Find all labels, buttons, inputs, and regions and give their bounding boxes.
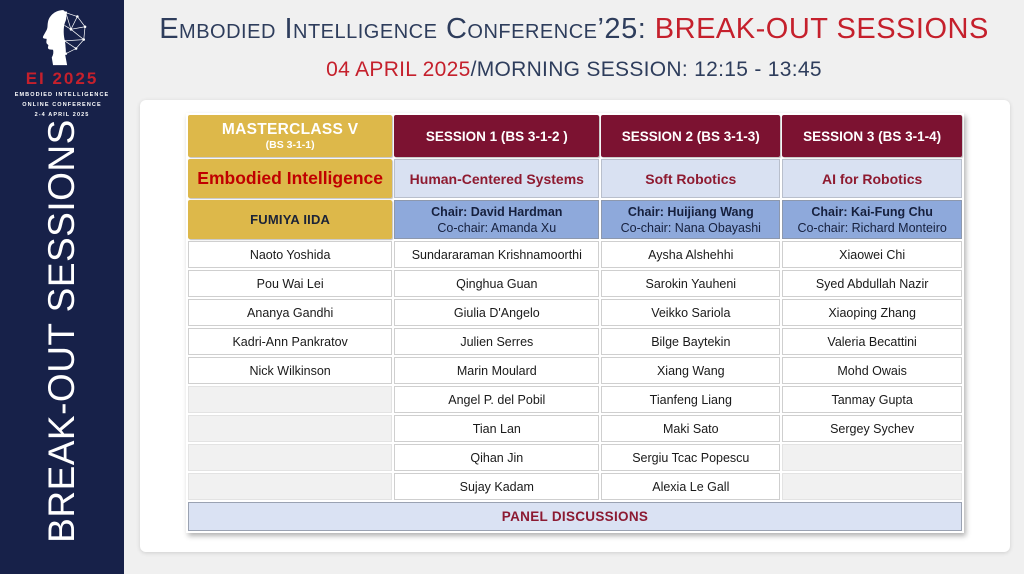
session1-header-cell: SESSION 1 (BS 3-1-2 ) xyxy=(394,115,600,157)
participant-name: Tanmay Gupta xyxy=(782,386,962,413)
participant-row: Ananya Gandhi Giulia D'Angelo Veikko Sario… xyxy=(188,299,962,326)
participant-name: Qihan Jin xyxy=(394,444,600,471)
participant-name: Maki Sato xyxy=(601,415,781,442)
empty-cell xyxy=(782,444,962,471)
logo-title: EI 2025 xyxy=(25,69,99,88)
sidebar: EI 2025 EMBODIED INTELLIGENCE ONLINE CON… xyxy=(0,0,124,574)
session1-chair: Chair: David Hardman xyxy=(431,204,563,219)
session1-cochair: Co-chair: Amanda Xu xyxy=(437,220,557,235)
sidebar-vertical-title-wrap: BREAK-OUT SESSIONS xyxy=(0,0,124,574)
participant-name: Sergey Sychev xyxy=(782,415,962,442)
participant-name: Angel P. del Pobil xyxy=(394,386,600,413)
participant-name: Sundararaman Krishnamoorthi xyxy=(394,241,600,268)
page-title: Embodied Intelligence Conference’25: BRE… xyxy=(124,13,1024,46)
participant-row: Qihan Jin Sergiu Tcac Popescu xyxy=(188,444,962,471)
sessions-table: MASTERCLASS V (BS 3-1-1) SESSION 1 (BS 3… xyxy=(186,113,964,533)
masterclass-title: MASTERCLASS V xyxy=(221,121,359,138)
logo-subtitle-line2: ONLINE CONFERENCE xyxy=(22,102,102,108)
session1-chairs: Chair: David Hardman Co-chair: Amanda Xu xyxy=(394,200,600,239)
conference-logo: EI 2025 EMBODIED INTELLIGENCE ONLINE CON… xyxy=(0,6,124,119)
header-row: MASTERCLASS V (BS 3-1-1) SESSION 1 (BS 3… xyxy=(188,115,962,157)
masterclass-header-cell: MASTERCLASS V (BS 3-1-1) xyxy=(188,115,393,157)
empty-cell xyxy=(188,415,393,442)
participant-name: Valeria Becattini xyxy=(782,328,962,355)
participant-name: Alexia Le Gall xyxy=(601,473,781,500)
participant-row: Naoto Yoshida Sundararaman Krishnamoorthi… xyxy=(188,241,962,268)
participant-name: Xiaowei Chi xyxy=(782,241,962,268)
sessions-table-wrap: MASTERCLASS V (BS 3-1-1) SESSION 1 (BS 3… xyxy=(186,113,964,533)
participant-name: Bilge Baytekin xyxy=(601,328,781,355)
empty-cell xyxy=(188,473,393,500)
slide-main-area: Embodied Intelligence Conference’25: BRE… xyxy=(124,0,1024,574)
participant-name: Xiaoping Zhang xyxy=(782,299,962,326)
head-network-icon xyxy=(42,10,87,66)
page-title-main: Embodied Intelligence Conference’25: xyxy=(159,13,647,45)
participant-name: Veikko Sariola xyxy=(601,299,781,326)
empty-cell xyxy=(782,473,962,500)
content-card: MASTERCLASS V (BS 3-1-1) SESSION 1 (BS 3… xyxy=(140,100,1010,552)
participant-name: Sarokin Yauheni xyxy=(601,270,781,297)
session3-topic: AI for Robotics xyxy=(782,159,962,198)
topic-row: Embodied Intelligence Human-Centered Sys… xyxy=(188,159,962,198)
participant-name: Xiang Wang xyxy=(601,357,781,384)
participant-name: Kadri-Ann Pankratov xyxy=(188,328,393,355)
session-date: 04 APRIL 2025 xyxy=(326,58,471,81)
participant-name: Nick Wilkinson xyxy=(188,357,393,384)
session3-cochair: Co-chair: Richard Monteiro xyxy=(797,220,947,235)
session3-header-cell: SESSION 3 (BS 3-1-4) xyxy=(782,115,962,157)
session3-chair: Chair: Kai-Fung Chu xyxy=(811,204,933,219)
participant-name: Marin Moulard xyxy=(394,357,600,384)
sidebar-vertical-title: BREAK-OUT SESSIONS xyxy=(41,119,82,543)
participant-name: Tian Lan xyxy=(394,415,600,442)
participant-row: Nick Wilkinson Marin Moulard Xiang Wang Moh… xyxy=(188,357,962,384)
participant-name: Syed Abdullah Nazir xyxy=(782,270,962,297)
participant-name: Qinghua Guan xyxy=(394,270,600,297)
session2-chairs: Chair: Huijiang Wang Co-chair: Nana Obay… xyxy=(601,200,781,239)
panel-discussions-row: PANEL DISCUSSIONS xyxy=(188,502,962,531)
participant-name: Naoto Yoshida xyxy=(188,241,393,268)
participant-name: Tianfeng Liang xyxy=(601,386,781,413)
participant-name: Giulia D'Angelo xyxy=(394,299,600,326)
session2-chair: Chair: Huijiang Wang xyxy=(627,204,754,219)
participant-row: Sujay Kadam Alexia Le Gall xyxy=(188,473,962,500)
panel-discussions-label: PANEL DISCUSSIONS xyxy=(188,502,962,531)
session1-topic: Human-Centered Systems xyxy=(394,159,600,198)
masterclass-speaker: FUMIYA IIDA xyxy=(188,200,393,239)
chair-row: FUMIYA IIDA Chair: David Hardman Co-chai… xyxy=(188,200,962,239)
participant-row: Tian Lan Maki Sato Sergey Sychev xyxy=(188,415,962,442)
session2-header-cell: SESSION 2 (BS 3-1-3) xyxy=(601,115,781,157)
masterclass-topic: Embodied Intelligence xyxy=(188,159,393,198)
participant-name: Ananya Gandhi xyxy=(188,299,393,326)
session-time-info: /MORNING SESSION: 12:15 - 13:45 xyxy=(470,58,822,81)
page-subtitle: 04 APRIL 2025/MORNING SESSION: 12:15 - 1… xyxy=(124,58,1024,82)
participant-name: Pou Wai Lei xyxy=(188,270,393,297)
logo-subtitle-line1: EMBODIED INTELLIGENCE xyxy=(14,92,110,98)
session2-topic: Soft Robotics xyxy=(601,159,781,198)
participant-name: Sujay Kadam xyxy=(394,473,600,500)
participant-row: Kadri-Ann Pankratov Julien Serres Bilge Ba… xyxy=(188,328,962,355)
empty-cell xyxy=(188,444,393,471)
participant-name: Sergiu Tcac Popescu xyxy=(601,444,781,471)
session3-chairs: Chair: Kai-Fung Chu Co-chair: Richard Mo… xyxy=(782,200,962,239)
participant-row: Angel P. del Pobil Tianfeng Liang Tanmay G… xyxy=(188,386,962,413)
participant-name: Aysha Alshehhi xyxy=(601,241,781,268)
empty-cell xyxy=(188,386,393,413)
logo-subtitle-line3: 2-4 APRIL 2025 xyxy=(34,112,90,118)
page-title-accent: BREAK-OUT SESSIONS xyxy=(646,13,989,45)
participant-row: Pou Wai Lei Qinghua Guan Sarokin Yauheni Sy… xyxy=(188,270,962,297)
participant-name: Julien Serres xyxy=(394,328,600,355)
participant-name: Mohd Owais xyxy=(782,357,962,384)
session2-cochair: Co-chair: Nana Obayashi xyxy=(620,220,761,235)
masterclass-room: (BS 3-1-1) xyxy=(265,139,315,151)
